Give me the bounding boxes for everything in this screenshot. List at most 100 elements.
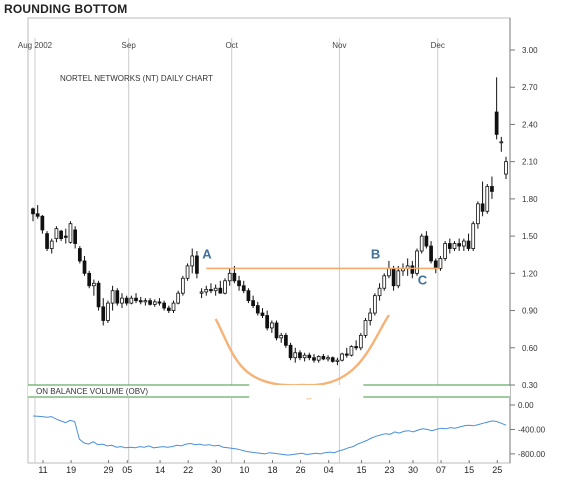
candle xyxy=(373,293,377,316)
candle xyxy=(368,308,373,326)
candle xyxy=(382,273,387,291)
candle-body xyxy=(298,352,302,359)
candle-body xyxy=(433,260,438,269)
x-tick-label: 25 xyxy=(492,465,502,475)
candle xyxy=(199,288,204,299)
candle-body xyxy=(490,186,494,192)
candle-body xyxy=(166,307,171,311)
candle xyxy=(471,221,476,251)
candle-body xyxy=(471,223,476,249)
candle xyxy=(354,340,358,351)
obv-tick-label: -400.00 xyxy=(518,425,546,434)
candle-body xyxy=(204,289,209,293)
candle-body xyxy=(96,282,101,308)
candle xyxy=(115,288,120,306)
candle xyxy=(405,258,410,276)
candle xyxy=(31,207,35,222)
x-tick-label: 29 xyxy=(104,465,114,475)
candle xyxy=(171,300,176,314)
month-label: Sep xyxy=(122,41,137,50)
candle-body xyxy=(227,272,232,282)
candle xyxy=(326,355,330,362)
candle-body xyxy=(218,287,223,294)
candle-body xyxy=(213,287,218,292)
candle-body xyxy=(335,359,340,362)
candle-body xyxy=(45,233,49,249)
y-tick-label: 1.80 xyxy=(522,195,538,204)
candle-body xyxy=(73,229,78,244)
candle xyxy=(152,299,157,307)
candle-body xyxy=(68,223,73,243)
candle xyxy=(157,298,162,306)
candle-body xyxy=(232,272,237,282)
candle xyxy=(176,290,181,305)
candle-body xyxy=(134,297,138,302)
candle xyxy=(429,241,433,264)
candle xyxy=(227,268,232,286)
candle-body xyxy=(255,305,260,314)
month-labels: Aug 2002 Sep Oct Nov Dec xyxy=(18,41,445,50)
candle xyxy=(54,226,59,243)
x-tick-label: 23 xyxy=(385,465,395,475)
candle xyxy=(40,215,45,234)
month-label: Dec xyxy=(431,41,445,50)
candle xyxy=(330,356,335,363)
rounding-bottom-curve xyxy=(214,314,390,387)
candle xyxy=(73,226,78,249)
candle-body xyxy=(363,320,368,336)
candle-body xyxy=(288,344,293,359)
candle xyxy=(77,246,82,264)
candle-body xyxy=(148,300,152,305)
candle xyxy=(312,353,316,363)
candle-body xyxy=(265,315,270,329)
candle-body xyxy=(279,334,284,339)
candle-body xyxy=(302,354,307,359)
candle xyxy=(485,184,490,214)
candle-body xyxy=(77,248,82,262)
candle-body xyxy=(274,322,279,339)
candle xyxy=(433,258,438,274)
candle-body xyxy=(358,334,363,349)
candle-body xyxy=(410,265,415,274)
candle xyxy=(284,332,288,348)
candle xyxy=(162,300,166,311)
candle-body xyxy=(349,346,354,356)
candle xyxy=(466,233,471,251)
page-title: ROUNDING BOTTOM xyxy=(4,2,128,16)
obv-line xyxy=(32,415,507,456)
month-label: Aug 2002 xyxy=(18,41,53,50)
candle-body xyxy=(466,240,471,249)
candle-body xyxy=(476,203,480,225)
candle-body xyxy=(424,235,429,247)
candle xyxy=(443,241,447,261)
candle-body xyxy=(307,354,312,359)
x-tick-label: 30 xyxy=(408,465,418,475)
x-tick-label: 11 xyxy=(38,465,47,475)
candle-body xyxy=(447,243,452,249)
candle xyxy=(134,293,138,304)
month-label: Oct xyxy=(225,41,238,50)
candle-body xyxy=(49,240,54,249)
candle xyxy=(410,260,415,279)
candle xyxy=(452,241,457,251)
candle xyxy=(260,308,265,318)
candle xyxy=(424,231,429,249)
candle-body xyxy=(82,260,87,274)
y-tick-label: 1.20 xyxy=(522,269,538,278)
candle-body xyxy=(101,306,106,321)
candle xyxy=(129,295,134,305)
candle-body xyxy=(429,245,433,262)
candle-body xyxy=(110,290,115,304)
candle-body xyxy=(115,290,120,304)
candle-body xyxy=(251,300,255,306)
candle-body xyxy=(171,302,176,311)
candle xyxy=(457,238,462,251)
y-tick-label: 2.40 xyxy=(522,120,538,129)
candle-body xyxy=(138,300,143,303)
candle xyxy=(321,353,326,361)
candle xyxy=(274,320,279,341)
candle xyxy=(63,228,68,244)
y-tick-label: 2.70 xyxy=(522,83,538,92)
